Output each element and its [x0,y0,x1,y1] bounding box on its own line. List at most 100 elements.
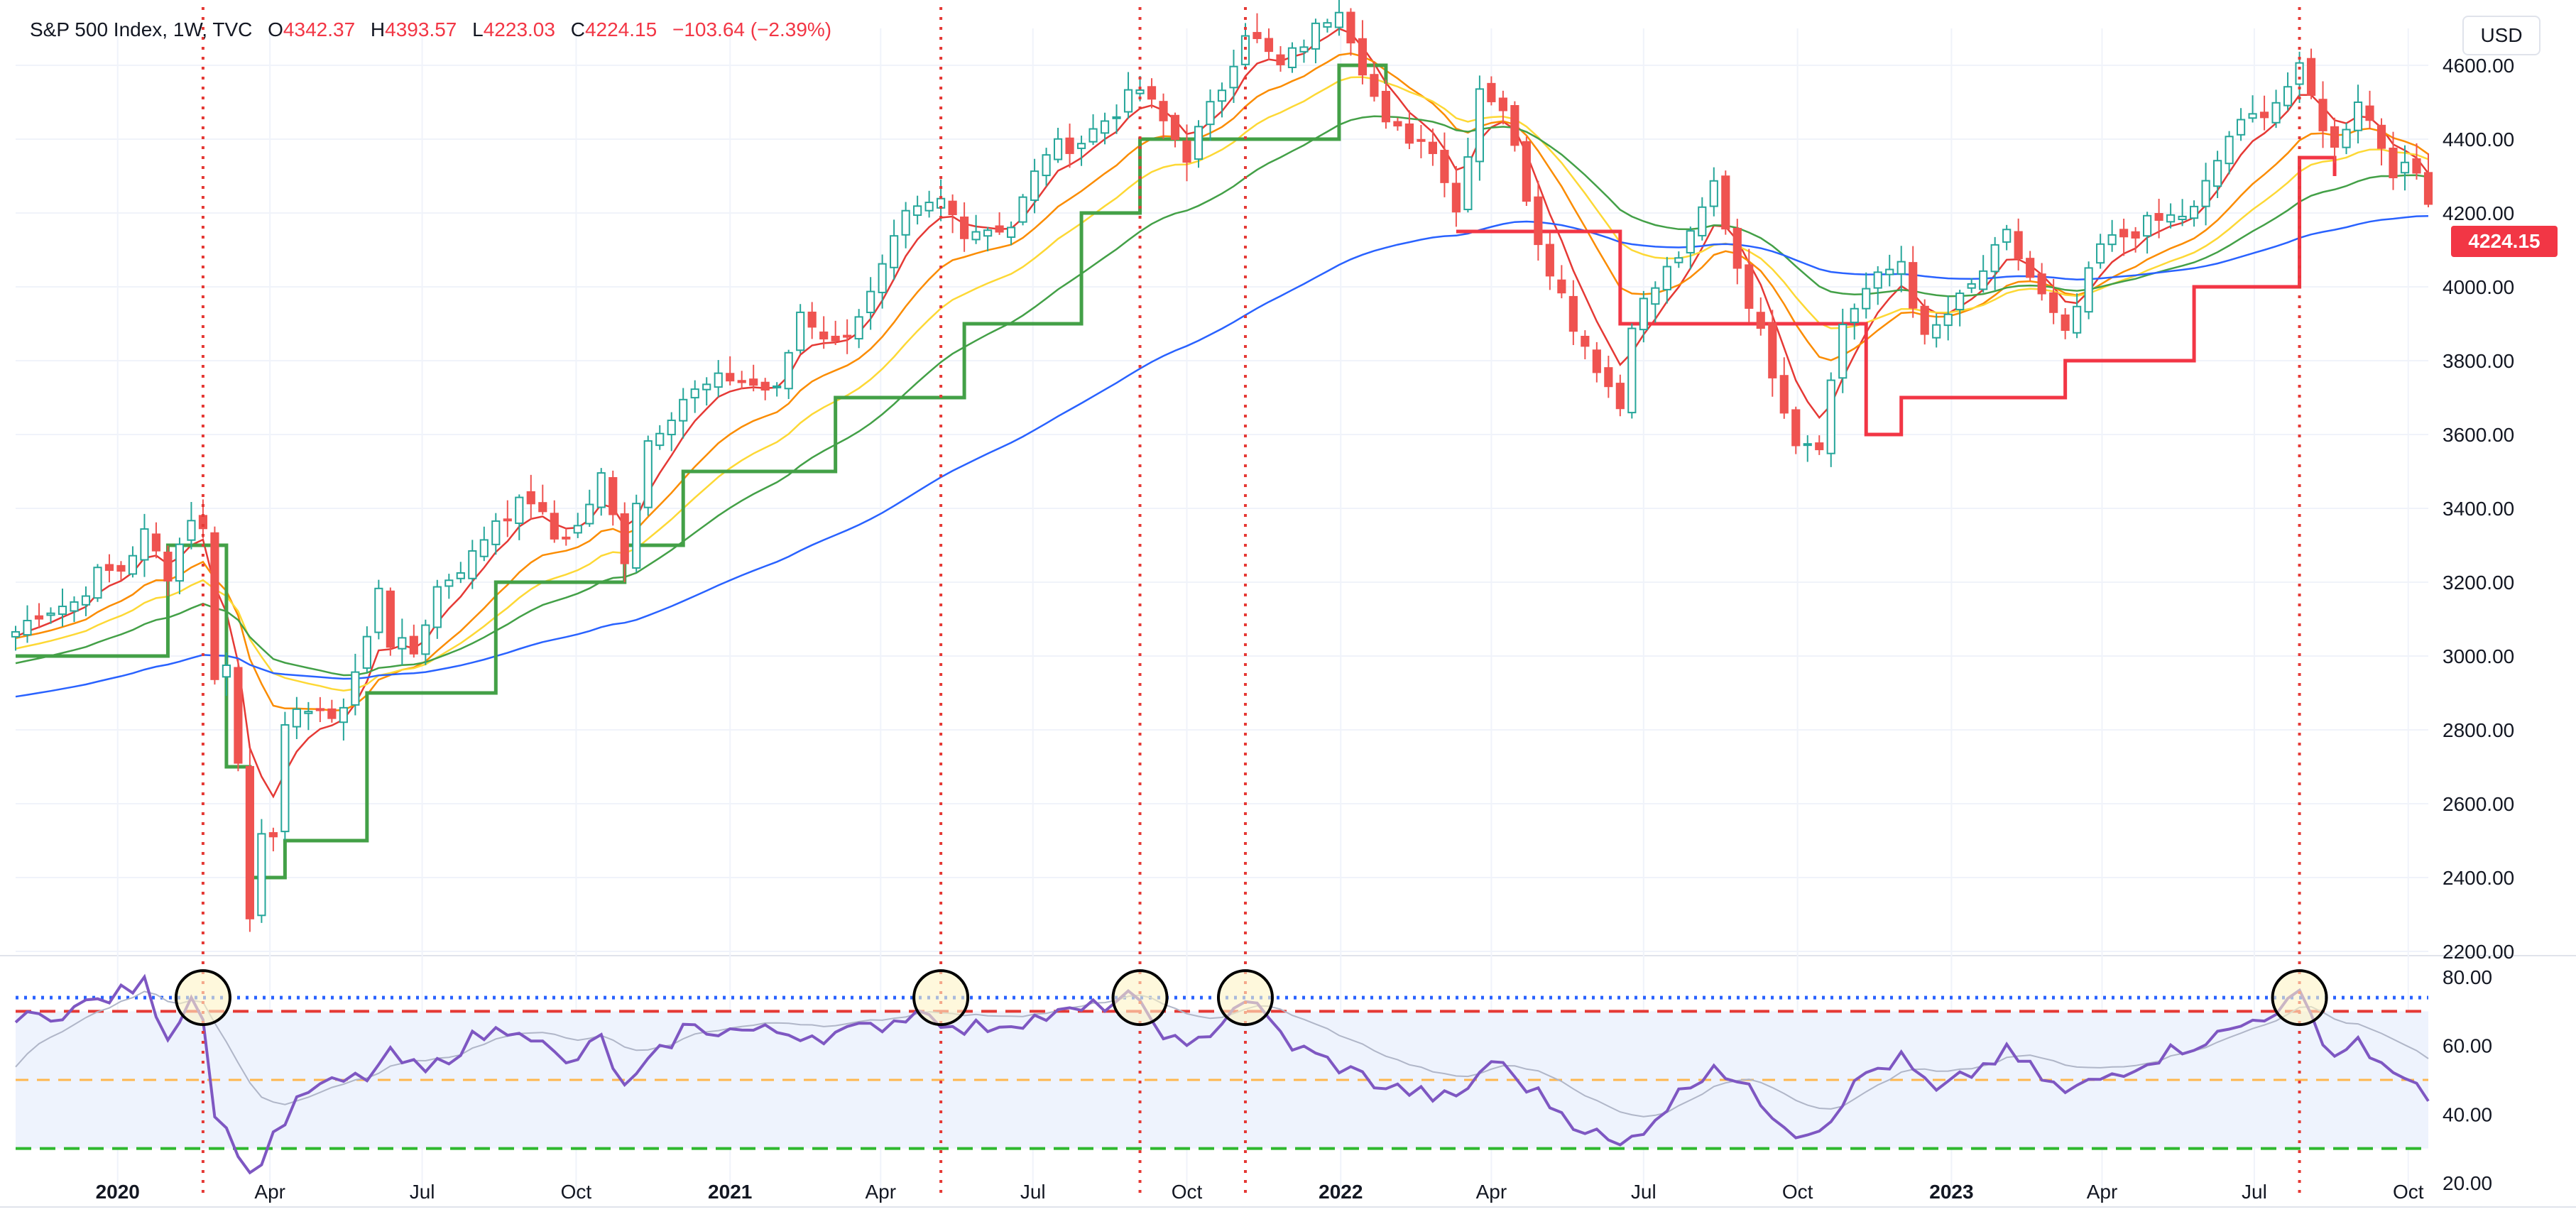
candle [2376,118,2386,165]
candle [2131,226,2140,253]
time-tick-label: Oct [1782,1181,1813,1203]
candle [2107,219,2117,252]
price-tick-label: 2800.00 [2443,719,2514,741]
candle [1990,236,1999,290]
candle [1428,129,1438,166]
currency-button[interactable]: USD [2462,16,2540,55]
candle [432,579,442,639]
time-tick-label: Oct [2393,1181,2424,1203]
candle [1745,248,1754,323]
candle [1615,374,1625,417]
candle [1592,342,1601,383]
candle [292,697,301,739]
candle [714,360,723,398]
candle [2073,293,2082,339]
candle [1651,281,1660,323]
candle [1334,0,1344,36]
candle [2365,90,2374,129]
candle [1967,278,1976,293]
candle [1147,78,1157,109]
candle [2259,95,2269,131]
price-tick-label: 3800.00 [2443,350,2514,372]
candle [1393,117,1402,131]
candle [890,219,899,280]
candle [479,526,489,562]
time-tick-label: Jul [1631,1181,1657,1203]
open-label: O [268,18,283,40]
price-tick-label: 2600.00 [2443,793,2514,815]
candle [456,562,465,584]
close-label: C [570,18,585,40]
time-tick-label: 2023 [1929,1181,1973,1203]
candle [1159,93,1168,139]
candle [1545,232,1554,290]
candle [971,214,981,244]
time-tick-label: Jul [410,1181,435,1203]
candle [234,659,243,772]
candle [1662,256,1671,304]
time-tick-label: Oct [1172,1181,1203,1203]
axis-labels: 2200.00 2400.00 2600.00 2800.00 3000.00 3200.… [96,55,2515,1203]
candle [339,698,348,741]
candle [362,626,371,673]
candle [1873,266,1882,305]
candle [819,316,829,349]
candle [1909,246,1918,318]
time-tick-label: 2020 [96,1181,140,1203]
candle [386,587,395,656]
candle [726,356,735,386]
candle [374,579,383,640]
candle [1018,194,1027,226]
candle [140,513,149,577]
candle [1791,406,1801,454]
candle [1264,28,1274,61]
time-tick-label: Oct [561,1181,592,1203]
candle [1475,75,1484,181]
candle [58,588,67,627]
price-tick-label: 2400.00 [2443,867,2514,889]
candle [679,388,688,439]
candle [901,202,910,248]
candle [1404,110,1414,150]
candle [1006,222,1016,246]
high-value: 4393.57 [385,18,457,40]
candle [773,382,782,397]
candle [2412,143,2421,180]
candle [620,502,629,582]
candle [2342,122,2351,155]
candle [468,540,477,589]
last-price-tag: 4224.15 [2451,226,2558,257]
candle [1732,219,1742,285]
candle [807,302,817,339]
time-tick-label: Jul [2242,1181,2267,1203]
candle [1487,76,1496,106]
candle [1803,435,1812,462]
candle [1076,135,1086,166]
candle [573,513,582,538]
candle [1182,124,1191,182]
candle [1311,18,1321,64]
candle [2190,200,2199,227]
candle [585,489,594,528]
symbol-title: S&P 500 Index, 1W, TVC [30,18,253,40]
candle [1557,265,1566,299]
candle [1896,246,1906,293]
candle [1850,303,1859,340]
candle [1229,50,1238,103]
price-tick-label: 4600.00 [2443,55,2514,77]
candle [93,564,102,602]
rsi-tick-label: 40.00 [2443,1103,2492,1125]
signal-circle [174,969,231,1027]
candle [2178,199,2187,226]
candle [1826,372,1835,467]
candle [667,412,676,452]
candle [2330,117,2340,163]
candle [2236,108,2246,141]
price-tick-label: 3000.00 [2443,645,2514,667]
candle [1206,89,1215,141]
candle [2212,151,2222,199]
price-pane [11,0,2433,932]
time-tick-label: Apr [2087,1181,2118,1203]
